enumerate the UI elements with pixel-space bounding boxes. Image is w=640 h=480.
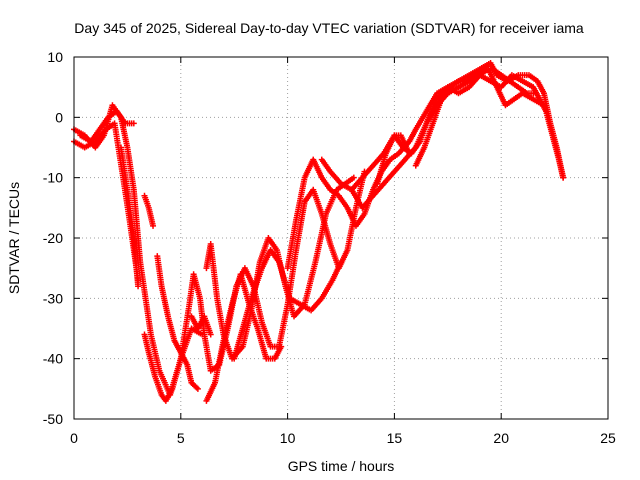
x-tick-label: 0 xyxy=(70,430,78,446)
data-point xyxy=(278,343,285,350)
series-track-13 xyxy=(318,60,567,193)
data-point xyxy=(130,120,137,127)
y-tick-label: -30 xyxy=(43,290,63,306)
data-point xyxy=(560,174,567,181)
series-track-6 xyxy=(154,253,201,392)
series-track-3 xyxy=(77,108,137,145)
data-point xyxy=(406,150,413,157)
series-track-9 xyxy=(203,271,285,404)
y-tick-label: -10 xyxy=(43,170,63,186)
series-track-1 xyxy=(71,102,206,398)
x-tick-label: 10 xyxy=(280,430,296,446)
series-track-8 xyxy=(188,313,214,338)
y-axis-label: SDTVAR / TECUs xyxy=(6,182,22,294)
series-track-16 xyxy=(412,66,539,169)
series-track-12 xyxy=(284,66,547,272)
chart-title: Day 345 of 2025, Sidereal Day-to-day VTE… xyxy=(74,20,584,36)
x-tick-label: 15 xyxy=(387,430,403,446)
data-point xyxy=(350,174,357,181)
y-tick-label: 0 xyxy=(55,109,63,125)
series-track-11 xyxy=(231,247,344,362)
y-tick-label: -20 xyxy=(43,230,63,246)
y-tick-label: -50 xyxy=(43,411,63,427)
y-tick-label: -40 xyxy=(43,351,63,367)
data-point xyxy=(338,259,344,266)
x-tick-label: 20 xyxy=(493,430,509,446)
data-point xyxy=(532,90,539,97)
x-tick-label: 25 xyxy=(600,430,616,446)
data-points xyxy=(71,60,567,404)
grid xyxy=(74,57,608,419)
series-track-5 xyxy=(141,192,157,229)
data-point xyxy=(207,331,214,338)
series-track-4 xyxy=(117,144,142,290)
x-axis-label: GPS time / hours xyxy=(288,458,395,474)
x-tick-label: 5 xyxy=(177,430,185,446)
data-point xyxy=(135,283,142,290)
axis-ticks: 0 5 10 15 20 25 -50 -40 -30 -20 -10 0 10 xyxy=(43,49,616,446)
series-track-15 xyxy=(374,132,413,187)
y-tick-label: 10 xyxy=(47,49,63,65)
data-point xyxy=(194,385,201,392)
data-point xyxy=(150,222,157,229)
